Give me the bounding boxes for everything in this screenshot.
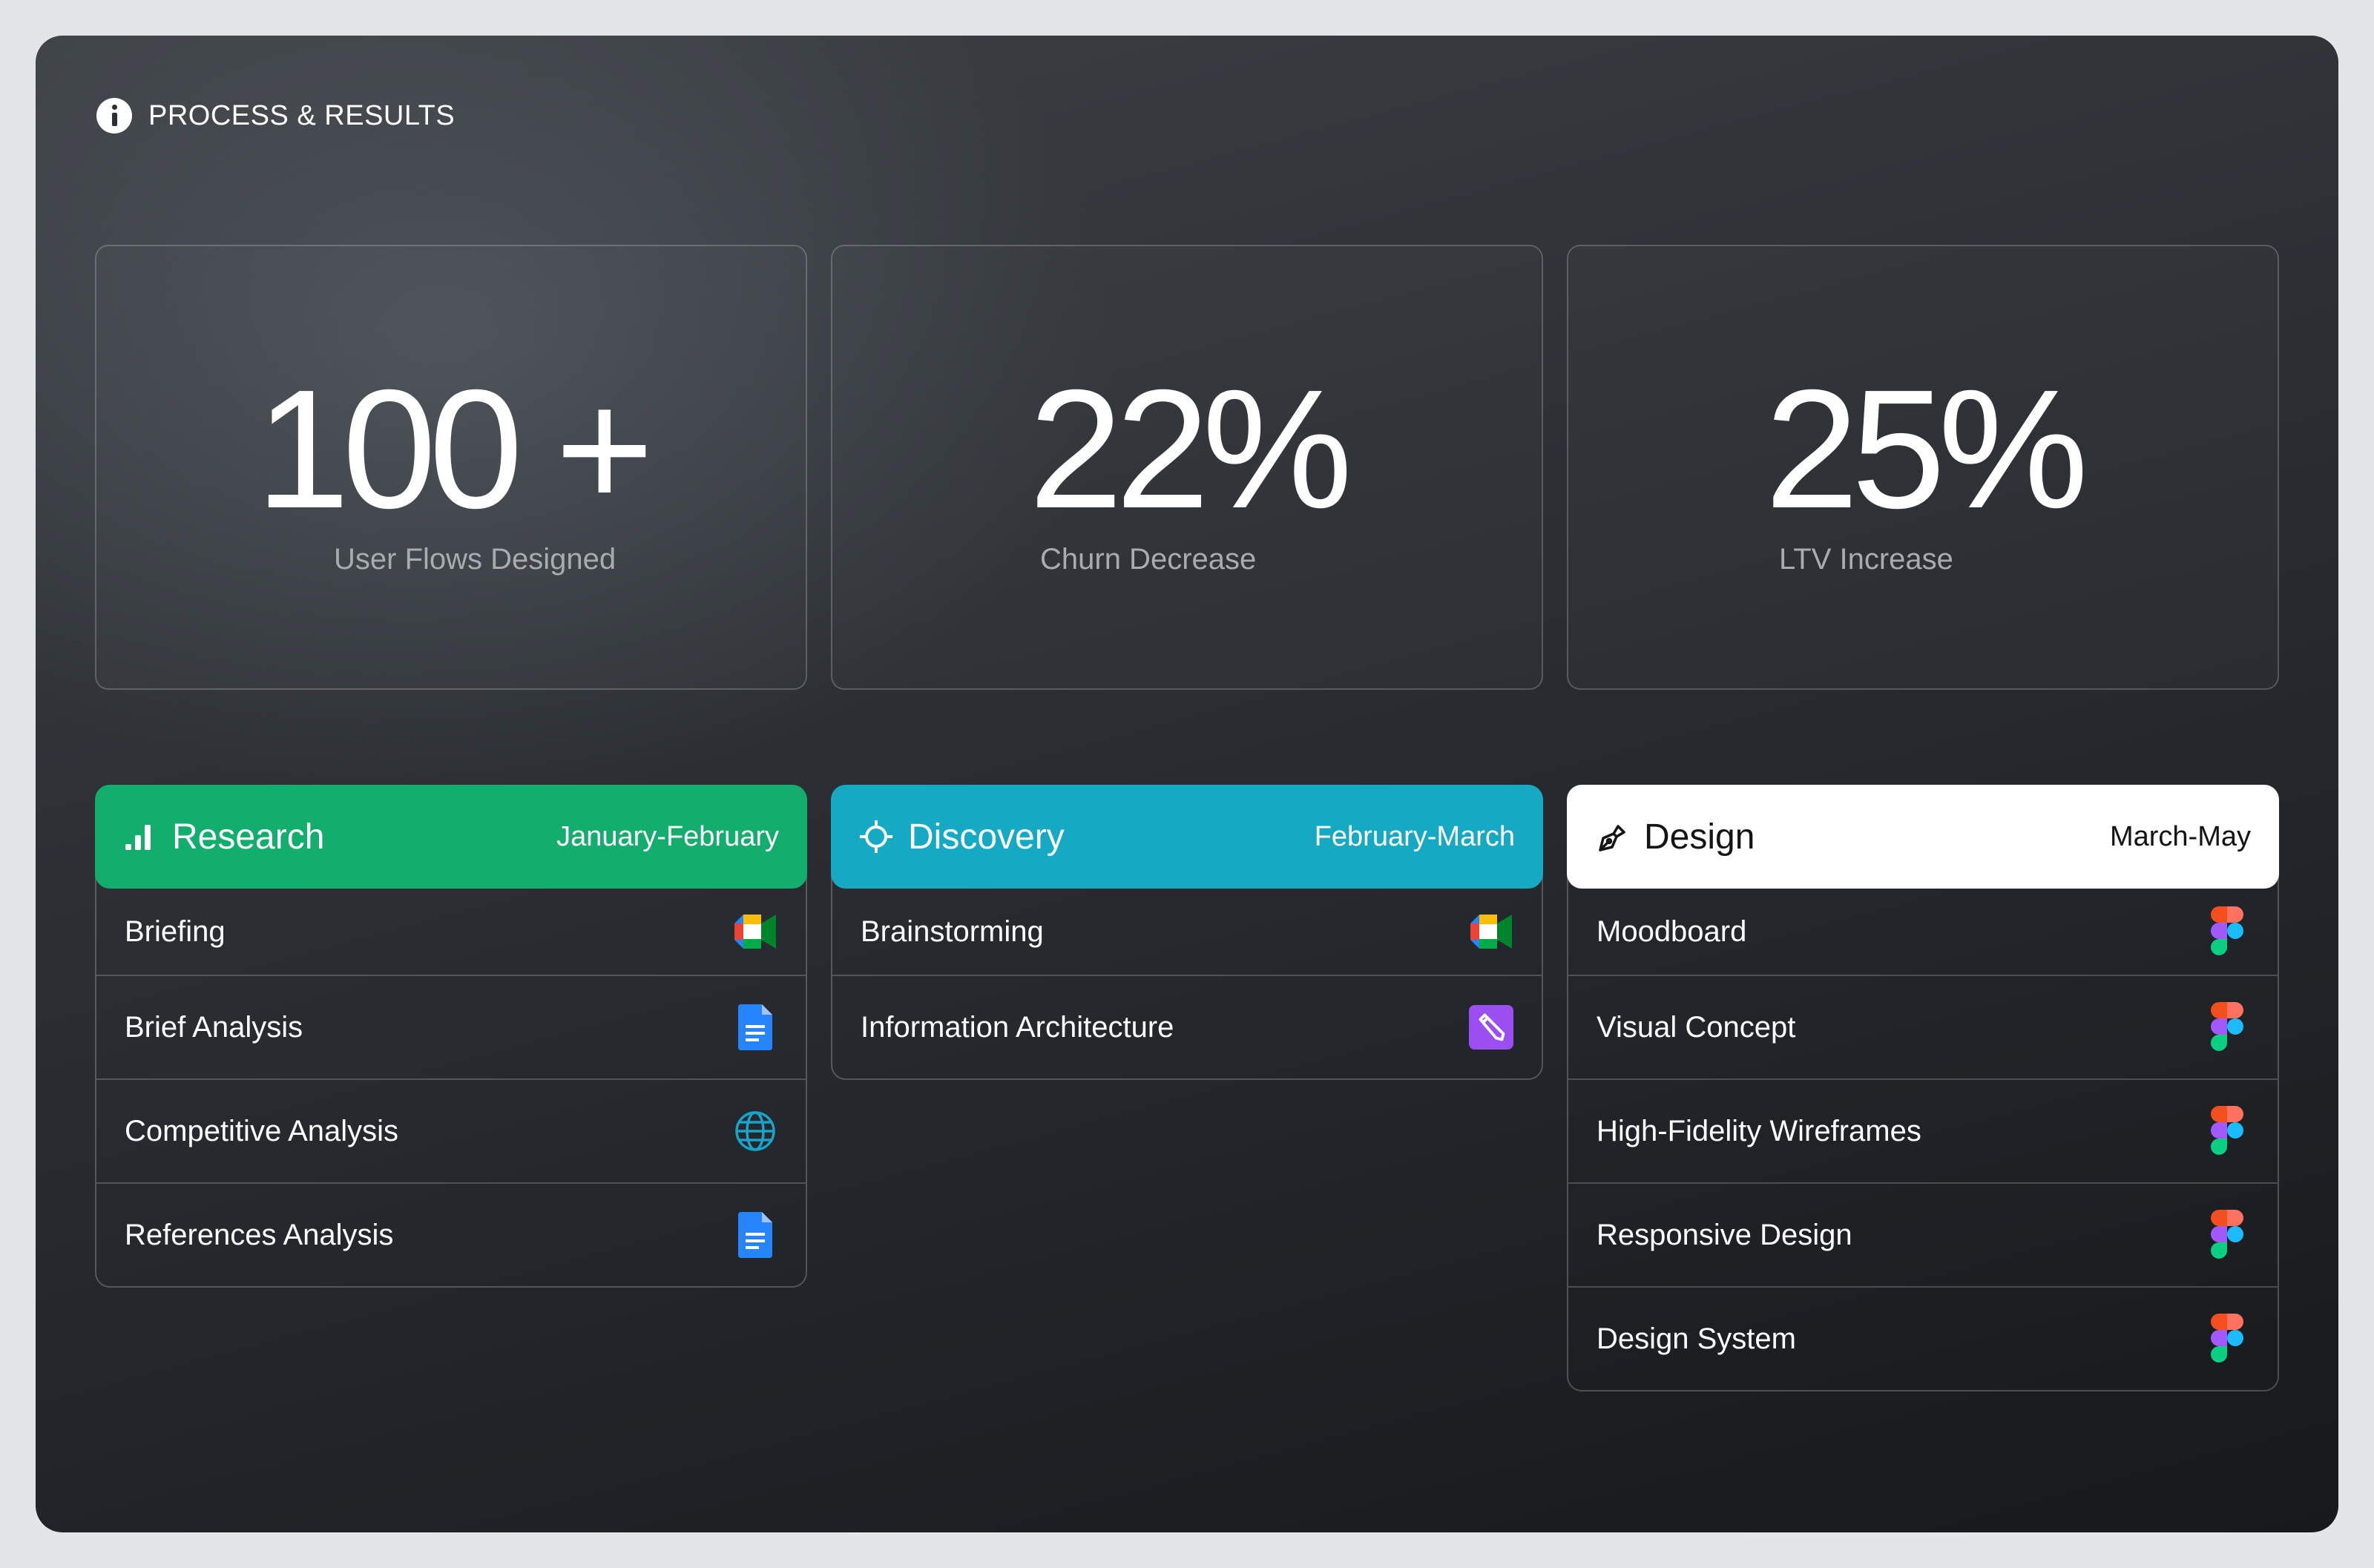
phase-discovery: Discovery February-March Brainstorming I…: [831, 785, 1543, 1080]
phase-title: Discovery: [908, 817, 1065, 857]
task-row-briefing[interactable]: Briefing: [96, 889, 806, 975]
phase-dates: January-February: [556, 820, 779, 852]
figma-icon: [2205, 906, 2249, 955]
google-docs-icon: [733, 1212, 777, 1258]
google-meet-icon: [1469, 909, 1513, 954]
stat-value: 25%: [1764, 355, 2088, 544]
phase-design: Design March-May Moodboard Visual Concep…: [1567, 785, 2279, 1391]
task-row-responsive-design[interactable]: Responsive Design: [1568, 1182, 2278, 1286]
stat-value: 100 +: [255, 355, 654, 544]
section-title: PROCESS & RESULTS: [148, 99, 456, 131]
info-icon: [96, 98, 132, 134]
task-list: Briefing Brief Analysis Competitive Anal…: [95, 871, 807, 1288]
google-meet-icon: [733, 909, 777, 954]
task-label: Competitive Analysis: [125, 1114, 399, 1147]
phase-research: Research January-February Briefing Brief…: [95, 785, 807, 1288]
pen-tool-icon: [1595, 820, 1629, 854]
phase-title: Design: [1644, 817, 1755, 857]
phase-header-research[interactable]: Research January-February: [95, 785, 807, 889]
google-docs-icon: [733, 1004, 777, 1050]
stat-card-churn: 22% Churn Decrease: [831, 245, 1543, 690]
task-row-high-fidelity-wireframes[interactable]: High-Fidelity Wireframes: [1568, 1078, 2278, 1182]
task-row-brainstorming[interactable]: Brainstorming: [832, 889, 1542, 975]
phase-title: Research: [172, 817, 325, 857]
task-row-competitive-analysis[interactable]: Competitive Analysis: [96, 1078, 806, 1182]
figma-icon: [2205, 1106, 2249, 1155]
stat-label: User Flows Designed: [334, 543, 616, 576]
stat-card-user-flows: 100 + User Flows Designed: [95, 245, 807, 690]
phase-dates: March-May: [2109, 820, 2251, 852]
task-row-design-system[interactable]: Design System: [1568, 1286, 2278, 1390]
section-header: PROCESS & RESULTS: [96, 98, 455, 134]
task-label: Information Architecture: [861, 1010, 1174, 1044]
bar-chart-icon: [123, 820, 157, 854]
pencil-app-icon: [1469, 1005, 1513, 1050]
task-row-visual-concept[interactable]: Visual Concept: [1568, 975, 2278, 1078]
phase-header-discovery[interactable]: Discovery February-March: [831, 785, 1543, 889]
task-label: High-Fidelity Wireframes: [1597, 1114, 1921, 1147]
phase-dates: February-March: [1314, 820, 1515, 852]
target-icon: [859, 820, 893, 854]
figma-icon: [2205, 1314, 2249, 1363]
figma-icon: [2205, 1210, 2249, 1259]
task-label: Design System: [1597, 1322, 1796, 1355]
stat-card-ltv: 25% LTV Increase: [1567, 245, 2279, 690]
task-label: Moodboard: [1597, 915, 1747, 948]
task-list: Moodboard Visual Concept High-Fidelity W…: [1567, 871, 2279, 1391]
task-list: Brainstorming Information Architecture: [831, 871, 1543, 1080]
task-label: Responsive Design: [1597, 1218, 1852, 1251]
stat-value: 22%: [1028, 355, 1352, 544]
globe-icon: [733, 1109, 777, 1153]
task-row-information-architecture[interactable]: Information Architecture: [832, 975, 1542, 1078]
task-row-moodboard[interactable]: Moodboard: [1568, 889, 2278, 975]
stat-label: Churn Decrease: [1040, 543, 1257, 576]
task-row-references-analysis[interactable]: References Analysis: [96, 1182, 806, 1286]
task-row-brief-analysis[interactable]: Brief Analysis: [96, 975, 806, 1078]
task-label: Briefing: [125, 915, 226, 948]
task-label: Visual Concept: [1597, 1010, 1796, 1044]
figma-icon: [2205, 1002, 2249, 1051]
task-label: References Analysis: [125, 1218, 394, 1251]
task-label: Brainstorming: [861, 915, 1044, 948]
stat-label: LTV Increase: [1779, 543, 1953, 576]
process-results-panel: PROCESS & RESULTS 100 + User Flows Desig…: [36, 36, 2338, 1532]
task-label: Brief Analysis: [125, 1010, 303, 1044]
phase-header-design[interactable]: Design March-May: [1567, 785, 2279, 889]
